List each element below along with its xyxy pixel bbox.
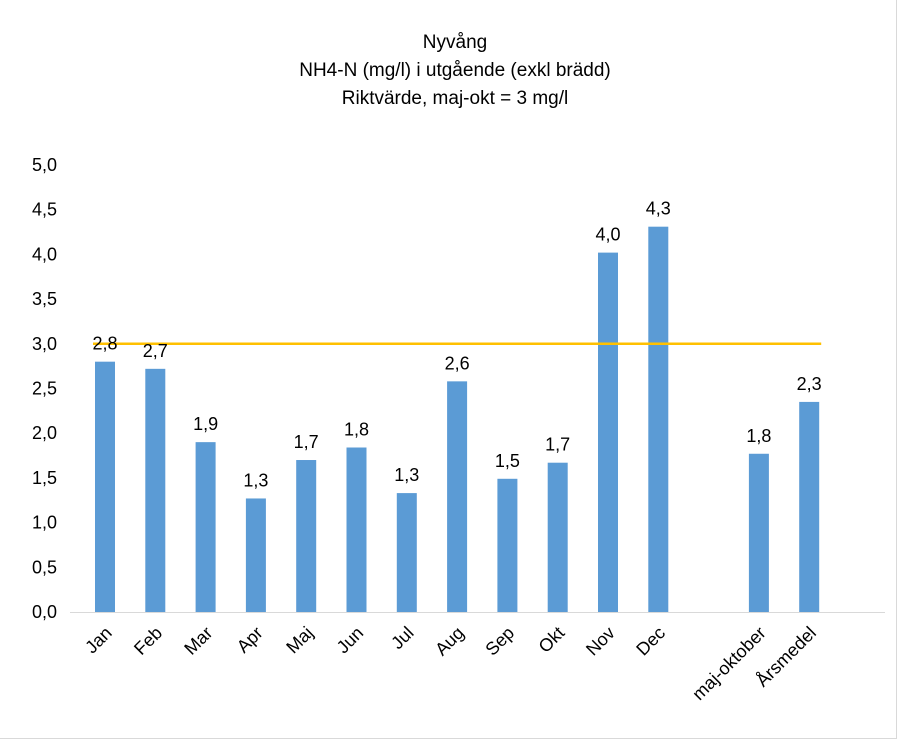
category-label: Sep [481, 623, 518, 660]
category-label: Feb [130, 623, 166, 659]
bar [598, 252, 618, 612]
category-label: Apr [233, 623, 267, 657]
y-tick-label: 5,0 [32, 155, 57, 175]
data-label: 1,3 [394, 465, 419, 485]
category-label: Aug [431, 623, 468, 660]
category-label: Okt [535, 623, 569, 657]
bar [95, 361, 115, 612]
bar [195, 442, 216, 612]
y-tick-label: 0,5 [32, 557, 57, 577]
chart-subtitle: NH4-N (mg/l) i utgående (exkl brädd) [299, 60, 611, 81]
y-tick-label: 0,0 [32, 602, 57, 622]
category-label: Jul [387, 623, 417, 653]
data-label: 1,5 [495, 451, 520, 471]
bar [497, 478, 518, 612]
data-label: 2,7 [143, 341, 168, 361]
data-label: 1,8 [746, 426, 771, 446]
data-labels: 2,8 2,7 1,9 1,3 1,7 1,8 1,3 2,6 1,5 1,7 4,0 4,3 1,8 2… [92, 199, 821, 491]
category-label: Mar [180, 623, 216, 659]
category-label: Dec [632, 623, 669, 660]
data-label: 1,3 [243, 470, 268, 490]
data-label: 4,3 [646, 199, 671, 219]
y-tick-label: 4,0 [32, 244, 57, 264]
bar [396, 493, 417, 612]
bar [547, 462, 568, 612]
bar [648, 226, 669, 612]
y-tick-label: 2,5 [32, 379, 57, 399]
bars [95, 226, 820, 612]
x-axis: Jan Feb Mar Apr Maj Jun Jul Aug Sep Okt Nov Dec maj-… [70, 612, 885, 704]
data-label: 2,8 [92, 334, 117, 354]
data-label: 2,3 [797, 374, 822, 394]
data-label: 2,6 [445, 353, 470, 373]
data-label: 1,7 [294, 432, 319, 452]
y-tick-label: 1,5 [32, 468, 57, 488]
y-tick-label: 3,5 [32, 289, 57, 309]
category-label: Maj [282, 623, 317, 658]
category-label: Jun [333, 623, 368, 658]
bar [447, 381, 468, 612]
category-label: Jan [81, 623, 116, 658]
data-label: 4,0 [595, 225, 620, 245]
chart-title: Nyvång [423, 32, 487, 53]
category-label: Nov [582, 623, 619, 660]
bar [145, 368, 166, 612]
category-label: maj-oktober [688, 623, 769, 704]
bar [245, 498, 266, 612]
y-tick-label: 4,5 [32, 200, 57, 220]
data-label: 1,7 [545, 435, 570, 455]
data-label: 1,8 [344, 420, 369, 440]
bar [296, 460, 317, 612]
chart-subtitle-2: Riktvärde, maj-okt = 3 mg/l [342, 88, 569, 109]
y-tick-label: 1,0 [32, 513, 57, 533]
y-tick-label: 2,0 [32, 423, 57, 443]
bar [346, 447, 367, 612]
data-label: 1,9 [193, 414, 218, 434]
y-axis: 0,0 0,5 1,0 1,5 2,0 2,5 3,0 3,5 4,0 4,5 5,0 [32, 155, 57, 622]
bar [748, 453, 769, 612]
y-tick-label: 3,0 [32, 334, 57, 354]
bar [799, 401, 820, 612]
